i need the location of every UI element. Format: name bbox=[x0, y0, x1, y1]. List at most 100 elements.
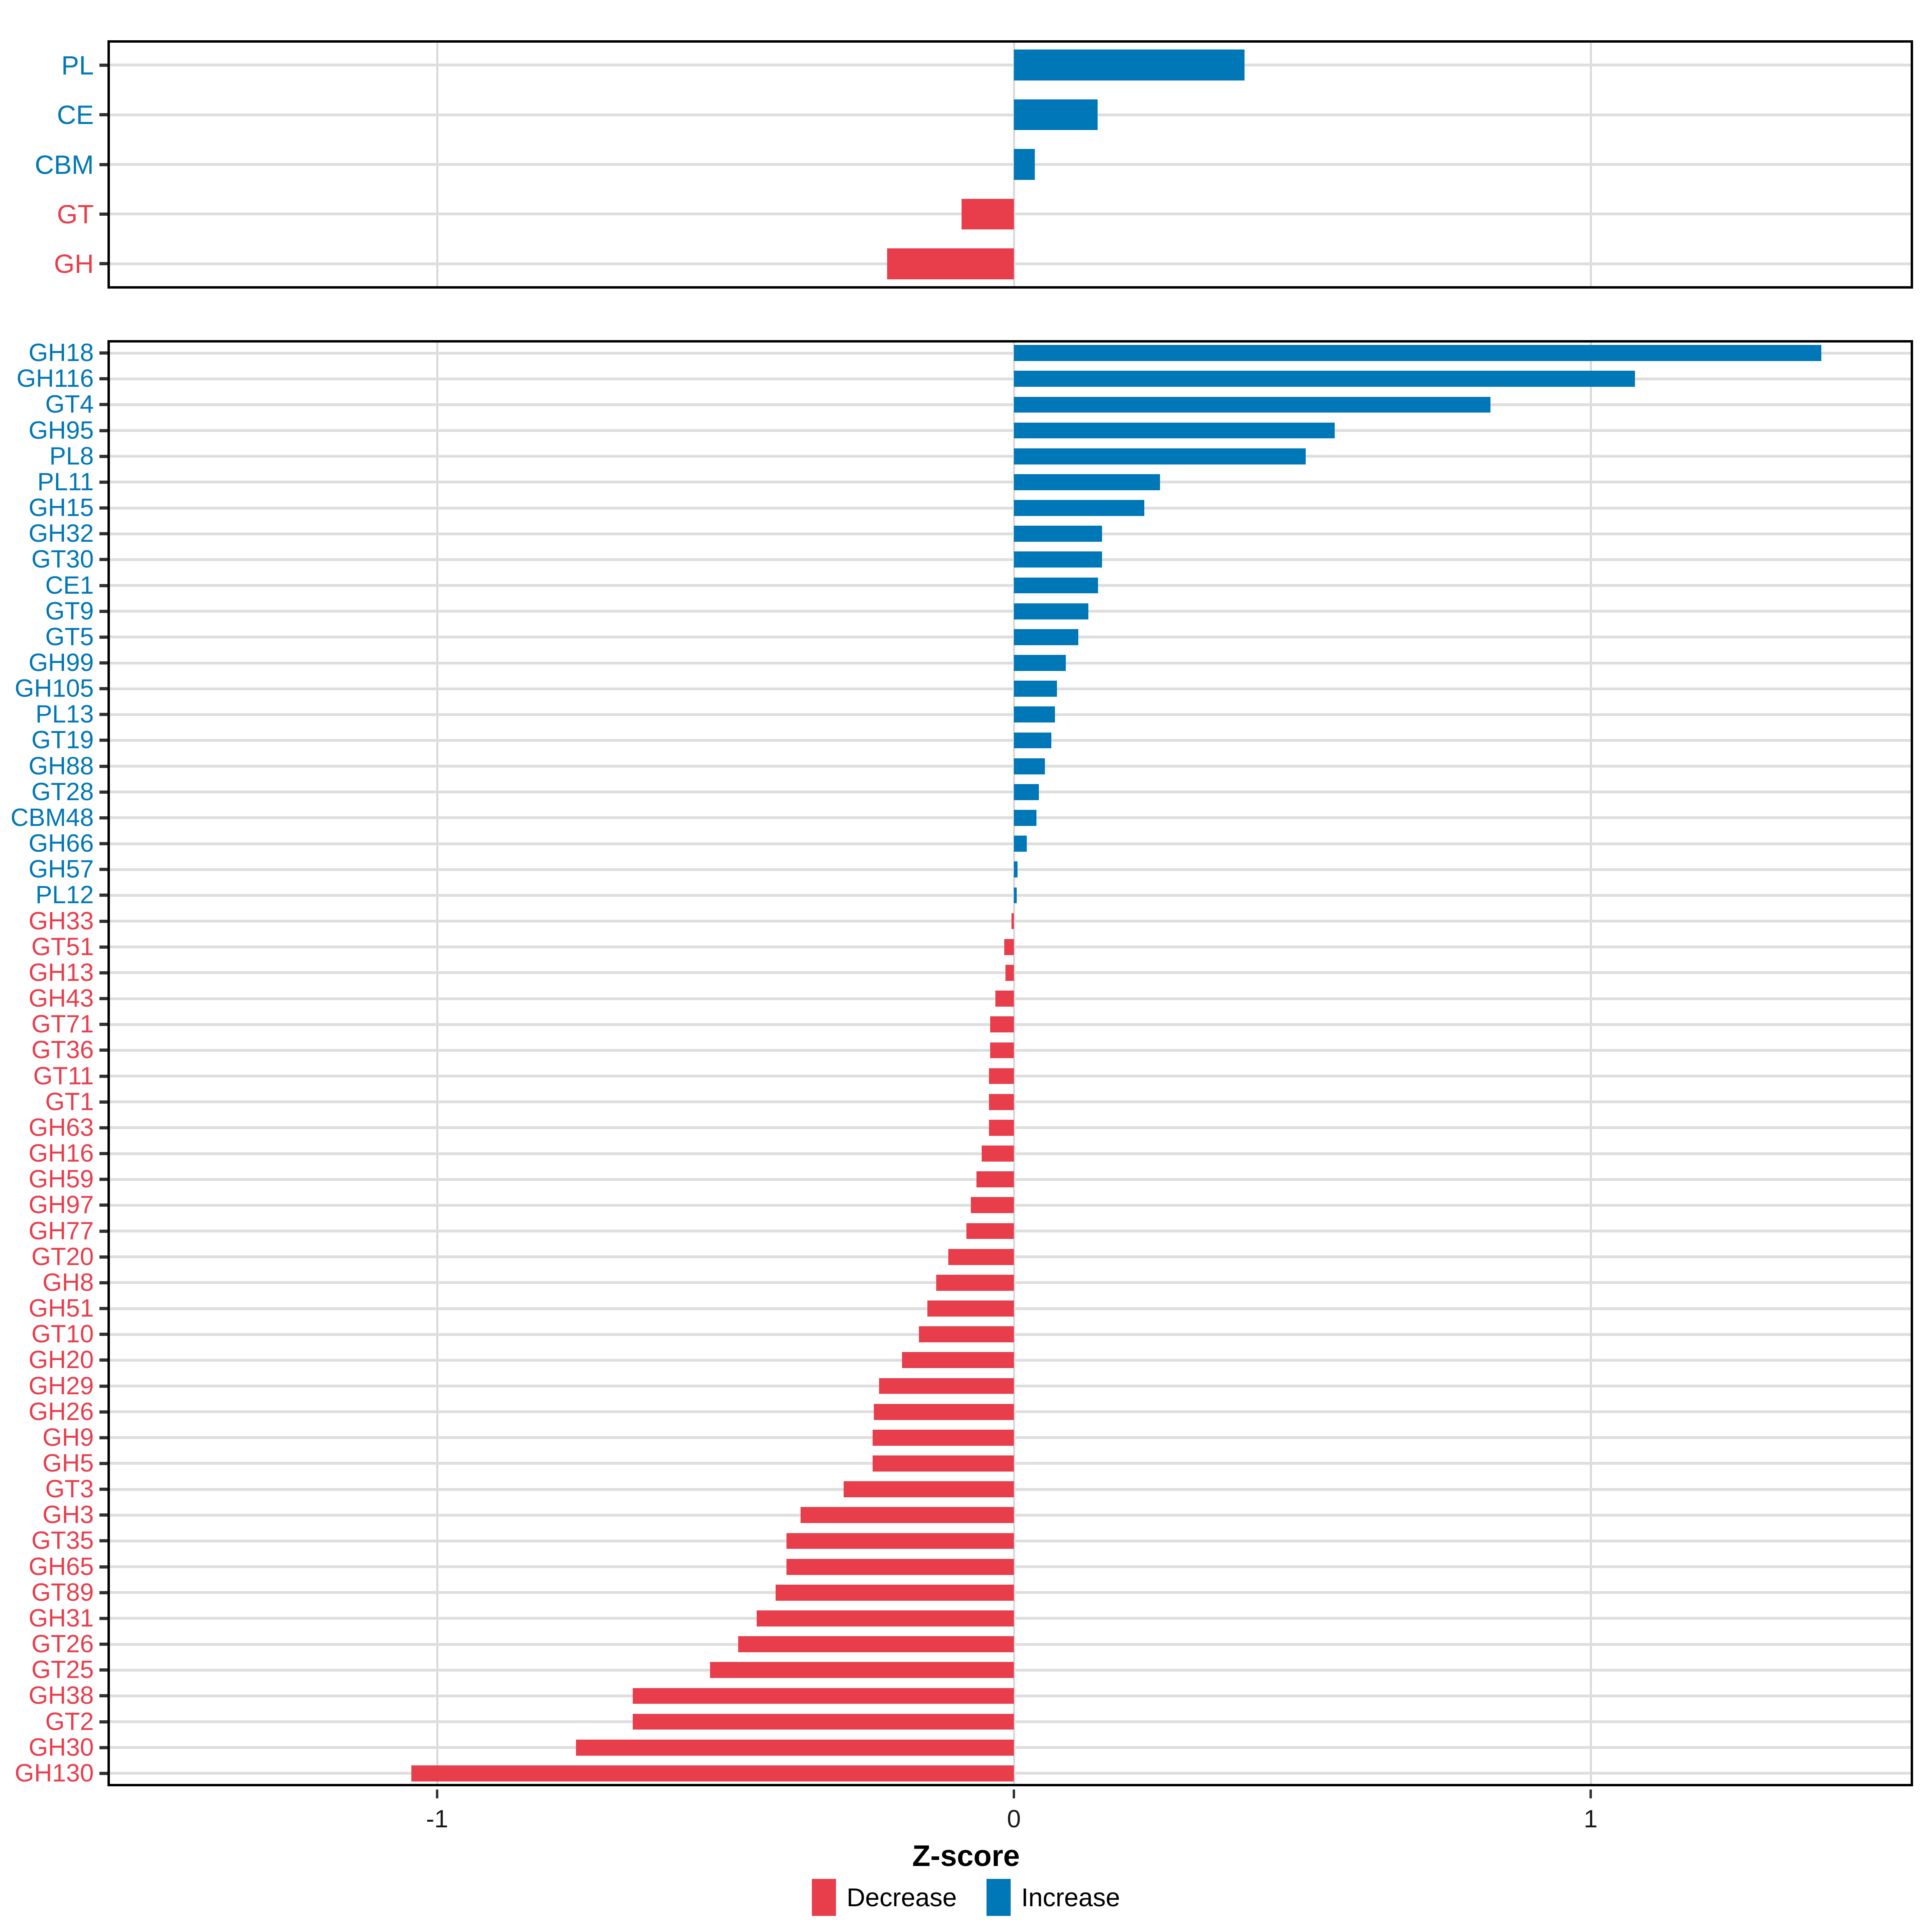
y-axis-tick bbox=[99, 1720, 107, 1724]
bar-GT51[interactable] bbox=[1004, 939, 1014, 955]
bar-GH26[interactable] bbox=[873, 1404, 1014, 1420]
bar-GT10[interactable] bbox=[919, 1326, 1014, 1343]
y-axis-label-PL8: PL8 bbox=[49, 442, 94, 470]
bar-GH97[interactable] bbox=[970, 1197, 1014, 1214]
bar-GT71[interactable] bbox=[990, 1016, 1014, 1033]
decrease-color-swatch bbox=[812, 1879, 836, 1916]
y-axis-tick bbox=[99, 1023, 107, 1026]
bar-GH15[interactable] bbox=[1014, 500, 1144, 516]
bar-GT2[interactable] bbox=[632, 1713, 1014, 1730]
bar-CE[interactable] bbox=[1014, 99, 1098, 130]
bar-GH65[interactable] bbox=[786, 1558, 1014, 1575]
bar-GT11[interactable] bbox=[989, 1068, 1014, 1084]
y-axis-label-GT19: GT19 bbox=[31, 726, 94, 754]
bar-CBM[interactable] bbox=[1014, 149, 1035, 180]
bar-PL8[interactable] bbox=[1014, 448, 1306, 464]
horizontal-gridline bbox=[107, 377, 1913, 380]
legend-item-increase[interactable]: Increase bbox=[987, 1879, 1120, 1916]
y-axis-label-GH57: GH57 bbox=[29, 855, 94, 883]
legend-item-decrease[interactable]: Decrease bbox=[812, 1879, 957, 1916]
bar-GH63[interactable] bbox=[989, 1120, 1014, 1136]
bar-GT4[interactable] bbox=[1014, 396, 1490, 413]
bar-GH31[interactable] bbox=[756, 1610, 1014, 1627]
y-axis-tick bbox=[99, 584, 107, 587]
bar-GT19[interactable] bbox=[1014, 732, 1052, 749]
x-axis-tick-label: -1 bbox=[426, 1805, 448, 1833]
y-axis-tick bbox=[99, 1746, 107, 1749]
y-axis-label-GT35: GT35 bbox=[31, 1527, 94, 1555]
bar-GT36[interactable] bbox=[990, 1042, 1014, 1059]
y-axis-tick bbox=[99, 1255, 107, 1259]
horizontal-gridline bbox=[107, 532, 1913, 535]
y-axis-tick bbox=[99, 894, 107, 897]
bar-GH51[interactable] bbox=[927, 1300, 1014, 1317]
bar-GH[interactable] bbox=[887, 248, 1014, 279]
bar-GH38[interactable] bbox=[632, 1688, 1014, 1704]
bar-GH99[interactable] bbox=[1014, 655, 1066, 671]
bar-GT[interactable] bbox=[961, 198, 1014, 230]
bar-GH33[interactable] bbox=[1011, 913, 1014, 929]
bar-GH13[interactable] bbox=[1005, 965, 1014, 981]
bar-GH3[interactable] bbox=[800, 1507, 1014, 1523]
bar-GH30[interactable] bbox=[576, 1739, 1014, 1756]
bar-PL[interactable] bbox=[1014, 50, 1245, 80]
bar-GH105[interactable] bbox=[1014, 681, 1057, 697]
y-axis-tick bbox=[99, 945, 107, 949]
y-axis-label-GH105: GH105 bbox=[14, 675, 94, 703]
bar-GH77[interactable] bbox=[966, 1223, 1014, 1239]
bar-GT35[interactable] bbox=[786, 1533, 1014, 1549]
bar-GH5[interactable] bbox=[872, 1455, 1014, 1472]
horizontal-gridline bbox=[107, 661, 1913, 665]
y-axis-label-GT9: GT9 bbox=[45, 597, 94, 625]
bar-GT30[interactable] bbox=[1014, 551, 1102, 568]
bar-GT89[interactable] bbox=[776, 1584, 1014, 1601]
bar-GH9[interactable] bbox=[872, 1429, 1014, 1446]
y-axis-tick bbox=[99, 1565, 107, 1569]
bar-GH130[interactable] bbox=[411, 1765, 1014, 1781]
bar-GT26[interactable] bbox=[738, 1636, 1014, 1652]
y-axis-label-GH16: GH16 bbox=[29, 1139, 94, 1168]
y-axis-tick bbox=[99, 1049, 107, 1052]
cazyme-class-panel bbox=[107, 40, 1913, 289]
bar-GT1[interactable] bbox=[989, 1094, 1014, 1110]
y-axis-label-GT36: GT36 bbox=[31, 1036, 94, 1064]
bar-CBM48[interactable] bbox=[1014, 810, 1036, 826]
y-axis-tick bbox=[99, 971, 107, 974]
bar-GH29[interactable] bbox=[879, 1378, 1014, 1394]
y-axis-tick bbox=[99, 1539, 107, 1543]
y-axis-label-GH18: GH18 bbox=[29, 339, 94, 367]
bar-GT3[interactable] bbox=[844, 1481, 1014, 1498]
horizontal-gridline bbox=[107, 791, 1913, 794]
bar-GH20[interactable] bbox=[902, 1352, 1014, 1368]
bar-GH57[interactable] bbox=[1014, 861, 1018, 878]
bar-GH116[interactable] bbox=[1014, 371, 1635, 387]
bar-GH32[interactable] bbox=[1014, 526, 1102, 542]
y-axis-tick bbox=[99, 163, 107, 166]
bar-GH95[interactable] bbox=[1014, 422, 1335, 439]
bar-CE1[interactable] bbox=[1014, 577, 1098, 594]
bar-PL13[interactable] bbox=[1014, 706, 1055, 723]
bar-GH8[interactable] bbox=[936, 1274, 1014, 1291]
y-axis-tick bbox=[99, 1178, 107, 1181]
bar-GH59[interactable] bbox=[976, 1171, 1014, 1188]
horizontal-gridline bbox=[107, 894, 1913, 897]
bar-GT25[interactable] bbox=[710, 1662, 1014, 1678]
bar-GT20[interactable] bbox=[948, 1249, 1014, 1265]
bar-GH88[interactable] bbox=[1014, 758, 1045, 774]
bar-GT9[interactable] bbox=[1014, 603, 1088, 619]
y-axis-label-GH59: GH59 bbox=[29, 1165, 94, 1193]
bar-GT28[interactable] bbox=[1014, 784, 1039, 800]
bar-PL12[interactable] bbox=[1014, 887, 1017, 904]
bar-GT5[interactable] bbox=[1014, 629, 1079, 645]
legend: Decrease Increase bbox=[0, 1879, 1932, 1916]
horizontal-gridline bbox=[107, 584, 1913, 587]
x-axis-tick-label: 0 bbox=[1007, 1805, 1021, 1833]
y-axis-tick bbox=[99, 609, 107, 613]
vertical-gridline bbox=[1013, 340, 1015, 1786]
cazyme-family-panel bbox=[107, 340, 1913, 1786]
bar-GH43[interactable] bbox=[995, 991, 1014, 1007]
bar-GH18[interactable] bbox=[1014, 345, 1822, 361]
bar-GH16[interactable] bbox=[981, 1146, 1014, 1162]
bar-GH66[interactable] bbox=[1014, 836, 1027, 852]
bar-PL11[interactable] bbox=[1014, 474, 1160, 490]
